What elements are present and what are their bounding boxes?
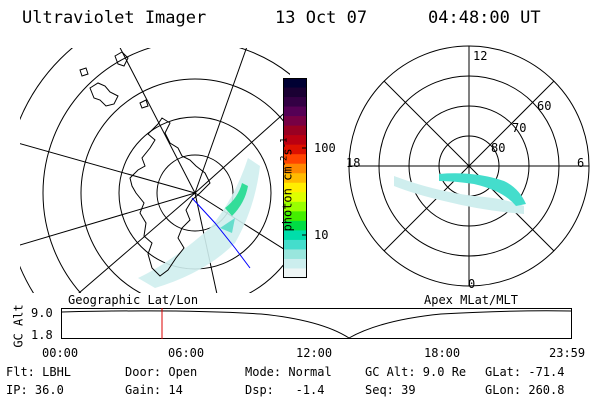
colorbar-segment [283,192,307,203]
magnetic-polar-plot [348,45,590,287]
info-ip: IP: 36.0 [6,383,64,397]
geographic-map [20,48,290,293]
info-mode: Mode: Normal [245,365,332,379]
time-tick-2359: 23:59 [549,346,586,360]
info-glon: GLon: 260.8 [485,383,565,397]
time-tick-0000: 00:00 [42,346,79,360]
gc-alt-curve [61,310,572,339]
mlt-label-0: 0 [468,277,476,291]
mlat-label-80: 80 [491,141,506,155]
colorbar-unit-label: photon cm-2s-1 [279,130,295,240]
colorbar-segment [283,173,307,184]
colorbar-segment [283,163,307,174]
gc-alt-axis-label: GC Alt [11,304,26,348]
time-tick-1800: 18:00 [424,346,461,360]
colorbar-segment [283,239,307,250]
info-filter: Flt: LBHL [6,365,72,379]
colorbar-segment [283,201,307,212]
colorbar-segment [283,125,307,136]
colorbar-segment [283,97,307,108]
time-label: 04:48:00 UT [428,8,541,28]
info-door: Door: Open [125,365,198,379]
colorbar-segment [283,249,307,260]
colorbar-segment [283,106,307,117]
satellite-track [191,197,251,269]
time-tick-1200: 12:00 [296,346,333,360]
colorbar-segment [283,258,307,269]
info-glat: GLat: -71.4 [485,365,565,379]
mlat-label-60: 60 [537,99,552,113]
info-seq: Seq: 39 [365,383,416,397]
time-tick-0600: 06:00 [168,346,205,360]
right-aurora-emission [394,173,526,214]
unit-base: photon cm [280,166,295,232]
gc-alt-tick-1: 1.8 [31,328,53,342]
colorbar-segment [283,182,307,193]
colorbar-tick-100: 100 [314,141,336,155]
colorbar-segment [283,220,307,231]
colorbar-border [283,78,307,278]
colorbar-segment [283,144,307,155]
colorbar-segment [283,230,307,241]
unit-mid: s [280,148,295,156]
info-gc-alt: GC Alt: 9.0 Re [365,365,467,379]
colorbar-segment [283,116,307,127]
geographic-panel-label: Geographic Lat/Lon [68,293,199,307]
unit-sup2: -1 [279,137,290,149]
gc-alt-tick-9: 9.0 [31,306,53,320]
colorbar-segment [283,87,307,98]
mlt-label-12: 12 [473,49,488,63]
mlt-label-6: 6 [577,156,585,170]
instrument-title: Ultraviolet Imager [22,8,207,28]
mlt-label-18: 18 [346,156,361,170]
unit-sup1: -2 [279,155,290,167]
gc-alt-timeline [61,308,572,339]
info-gain: Gain: 14 [125,383,183,397]
colorbar-tick-10: 10 [314,228,329,242]
colorbar-segment [283,154,307,165]
colorbar-segment [283,78,307,89]
mlat-label-70: 70 [512,121,527,135]
colorbar [283,78,307,279]
info-dsp: Dsp: -1.4 [245,383,325,397]
antarctica-coastline [79,51,211,277]
colorbar-segment [283,211,307,222]
colorbar-segment [283,135,307,146]
left-aurora-emission [138,158,260,288]
date-label: 13 Oct 07 [275,8,368,28]
apex-panel-label: Apex MLat/MLT [424,293,518,307]
colorbar-segment [283,268,307,279]
